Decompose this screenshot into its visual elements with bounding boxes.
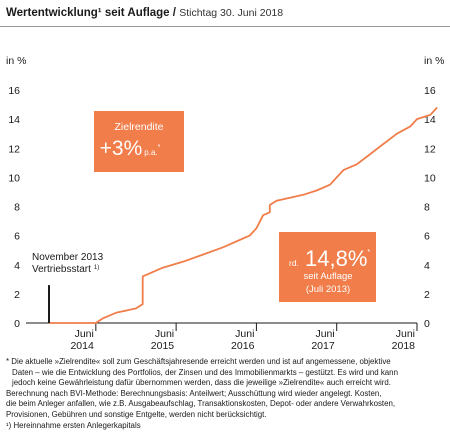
- target-yield-unit: p.a.: [144, 148, 157, 157]
- x-tick-label-month: Juni: [396, 328, 415, 340]
- footnote-method-line: Berechnung nach BVI-Methode: Berechnungs…: [6, 388, 382, 398]
- y-tick-label-left: 6: [14, 231, 20, 243]
- result-value: 14,8%*: [305, 246, 370, 271]
- target-yield-box: [94, 111, 184, 172]
- title-separator: /: [172, 7, 176, 19]
- y-tick-label-right: 16: [424, 85, 436, 97]
- x-tick-label-year: 2017: [311, 340, 335, 352]
- launch-label-date: November 2013: [32, 252, 104, 263]
- footnote-star-line: jedoch keine Gewährleistung dafür überno…: [12, 378, 391, 388]
- x-tick-label-month: Juni: [235, 328, 254, 340]
- y-tick-label-right: 10: [424, 172, 436, 184]
- launch-footnote-mark: 1): [94, 265, 99, 271]
- y-unit-label-left: in %: [6, 55, 26, 67]
- y-tick-label-left: 16: [8, 85, 20, 97]
- result-footnote-mark: *: [367, 249, 370, 256]
- header-rule: [0, 26, 450, 27]
- y-tick-label-right: 2: [424, 289, 430, 301]
- chart-title: Wertentwicklung¹ seit Auflage: [6, 7, 170, 19]
- footnote-star-line: Daten – wie die Entwicklung des Portfoli…: [12, 367, 398, 377]
- target-yield-title: Zielrendite: [114, 121, 163, 133]
- result-prefix: rd.: [289, 258, 299, 268]
- y-tick-label-right: 8: [424, 202, 430, 214]
- footnote-method-line: Provisionen, Gebühren und sonstige Entge…: [6, 409, 267, 419]
- y-tick-label-left: 4: [14, 260, 20, 272]
- x-tick-label-month: Juni: [315, 328, 334, 340]
- result-box: [279, 232, 376, 302]
- x-tick-label-year: 2018: [392, 340, 416, 352]
- x-tick-label-year: 2016: [231, 340, 255, 352]
- performance-chart: in % in % 0 0 2 2 4 4 6 6 8 8 10 10 12 12 14 14 16 16 Juni…: [6, 55, 444, 352]
- y-tick-label-left: 14: [8, 114, 20, 126]
- result-launch-date: (Juli 2013): [306, 284, 350, 295]
- footnote-method-line: die beim Anleger anfallen, wie z.B. Ausg…: [6, 399, 396, 409]
- performance-line: [49, 106, 438, 324]
- y-tick-label-left: 2: [14, 289, 20, 301]
- footnotes: * Die aktuelle »Zielrendite« soll zum Ge…: [6, 357, 446, 431]
- y-tick-label-right: 12: [424, 143, 436, 155]
- y-tick-label-left: 0: [14, 318, 20, 330]
- x-tick-label-month: Juni: [75, 328, 94, 340]
- launch-label-text: Vertriebsstart 1): [32, 264, 99, 275]
- result-since-launch: seit Auflage: [303, 271, 352, 282]
- chart-header: Wertentwicklung¹ seit Auflage / Stichtag…: [6, 7, 283, 19]
- x-tick-label-month: Juni: [155, 328, 174, 340]
- footnote-note-1: ¹) Hereinnahme ersten Anlegerkapitals: [6, 420, 141, 430]
- y-unit-label-right: in %: [424, 55, 444, 67]
- y-tick-label-right: 6: [424, 231, 430, 243]
- y-tick-label-left: 10: [8, 172, 20, 184]
- footnote-star-line: * Die aktuelle »Zielrendite« soll zum Ge…: [6, 357, 391, 366]
- y-tick-label-left: 8: [14, 202, 20, 214]
- y-tick-label-right: 4: [424, 260, 430, 272]
- y-tick-label-left: 12: [8, 143, 20, 155]
- y-tick-label-right: 14: [424, 114, 436, 126]
- target-yield-footnote-mark: *: [158, 144, 161, 151]
- y-tick-label-right: 0: [424, 318, 430, 330]
- x-tick-label-year: 2015: [151, 340, 175, 352]
- x-tick-label-year: 2014: [70, 340, 94, 352]
- reference-date: Stichtag 30. Juni 2018: [179, 7, 284, 19]
